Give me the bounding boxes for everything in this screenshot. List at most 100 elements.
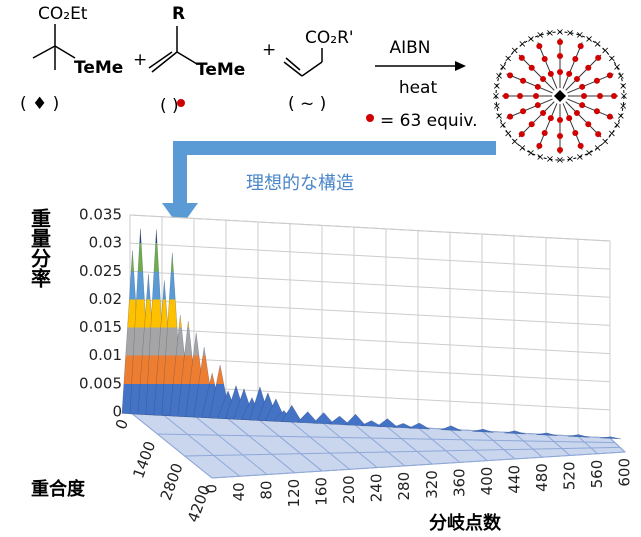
x-axis-label: 分岐点数 [429,512,502,534]
cross: × [527,34,535,45]
condition: AIBN [389,38,430,58]
z-tick-label: 0.03 [89,234,122,252]
unit-dot [177,99,185,107]
z-tick-label: 0.005 [79,374,122,392]
unit-dot [533,93,539,99]
cross: × [536,152,544,163]
y-tick-label: 2800 [157,461,187,503]
cross: × [492,91,500,102]
branch [538,42,557,88]
unit-dot [517,93,523,99]
symbol-label: ( ♦ ) [20,94,59,114]
symbol-label: ( ~ ) [288,94,326,114]
branch [567,74,613,93]
y-axis-label: 重合度 [31,478,86,500]
bond [302,62,322,76]
x-tick-label: 280 [395,472,413,501]
cross: × [495,111,503,122]
branch [506,99,552,118]
cross: × [619,81,627,92]
condition: heat [399,78,438,98]
figure: CO₂Et TeMe ( ♦ ) + R TeMe ( ) + CO₂R' ( … [0,0,641,537]
cross: × [518,39,526,50]
cross: × [556,27,564,38]
x-tick-label: 360 [450,468,468,497]
group-label: R [172,4,185,24]
cross: × [493,81,501,92]
unit-dot [519,131,525,137]
plot: 00.0050.010.0150.020.0250.030.0350408012… [79,206,633,525]
core-mark [554,90,566,102]
x-tick-label: 200 [340,475,358,504]
cross: × [585,148,593,159]
x-tick-label: 320 [423,470,441,499]
unit-dot [579,84,585,90]
unit-dot [503,93,509,99]
cross: × [593,143,601,154]
plus: + [133,50,147,70]
y-tick-label: 1400 [129,439,159,481]
x-tick-label: 120 [285,479,303,508]
cross: × [493,101,501,112]
z-tick-label: 0.035 [79,206,122,224]
unit-dot [574,76,580,82]
te-label: TeMe [196,60,245,80]
x-tick-label: 40 [230,482,248,501]
cross: × [536,30,544,41]
unit-dot [594,108,600,114]
cross: × [527,148,535,159]
unit-dot [581,93,587,99]
symbol-label: ( ) [160,96,179,116]
plus: + [262,40,276,60]
unit-dot [507,114,513,120]
unit-dot [540,76,546,82]
unit-dot [542,56,548,62]
cross: × [546,28,554,39]
x-tick-label: 440 [505,465,523,494]
te-label: TeMe [74,58,123,78]
branch [563,103,582,149]
cross: × [576,30,584,41]
cross: × [556,155,564,166]
unit-dot [585,121,591,127]
x-tick-label: 240 [368,474,386,503]
unit-dot [536,43,542,49]
cross: × [576,152,584,163]
annotation: 理想的な構造 [246,173,354,194]
group-label: CO₂R' [305,28,354,48]
unit-dot [572,56,578,62]
unit-dot [557,39,563,45]
x-tick-label: 480 [533,463,551,492]
cross: × [566,154,574,165]
branch [506,74,552,93]
cross: × [566,28,574,39]
unit-dot [595,131,601,137]
unit-dot [548,115,554,121]
ideal-arrow: 理想的な構造 [162,148,496,228]
y-tick-label: 4200 [184,483,214,525]
bond [177,52,197,64]
unit-dot [529,65,535,71]
x-tick-label: 80 [258,481,276,500]
dendrimer-icon: ×××××××××××××××××××××××××××××××××××××××× [492,27,628,166]
z-tick-label: 0.02 [89,290,122,308]
unit-dot [557,133,563,139]
unit-dot [607,114,613,120]
reaction-scheme: CO₂Et TeMe ( ♦ ) + R TeMe ( ) + CO₂R' ( … [20,4,478,131]
unit-dot [535,102,541,108]
bond [33,46,55,58]
unit-dot [529,121,535,127]
unit-dot [572,130,578,136]
cross: × [518,143,526,154]
unit-dot [540,110,546,116]
unit-dot [557,69,563,75]
unit-dot [520,108,526,114]
unit-dot [557,117,563,123]
unit-dot [574,110,580,116]
z-tick-label: 0.015 [79,318,122,336]
unit-dot [535,84,541,90]
unit-dot [566,115,572,121]
branch [567,99,613,118]
unit-dot [578,143,584,149]
x-tick-label: 400 [478,467,496,496]
